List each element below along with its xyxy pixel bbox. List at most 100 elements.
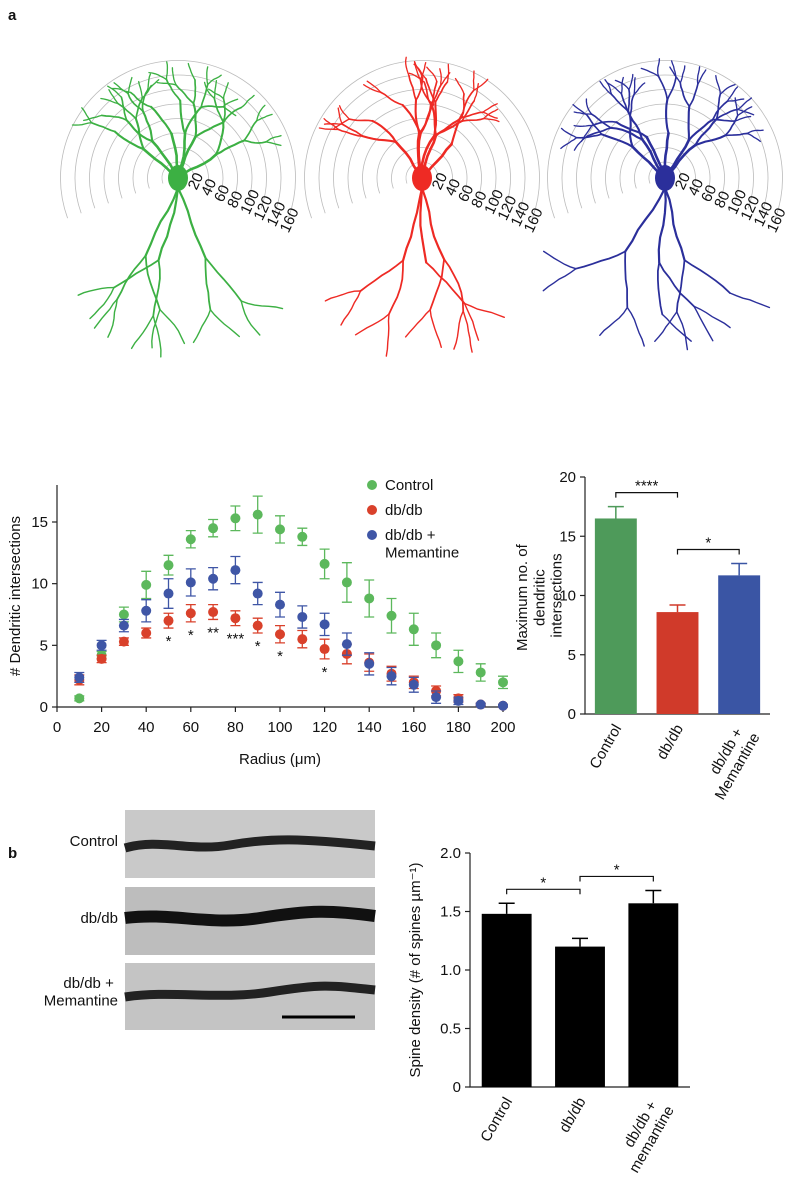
- dendrite: [669, 66, 681, 84]
- dendrite: [461, 117, 485, 122]
- data-point: [408, 624, 419, 635]
- dendrite: [614, 79, 630, 91]
- dendrite: [146, 79, 160, 91]
- dendrite: [116, 254, 147, 301]
- sholl-ring-label: 40: [198, 176, 220, 198]
- dendrite: [123, 835, 376, 853]
- dendrite: [633, 82, 646, 95]
- dendrite: [77, 286, 115, 296]
- dendrite: [152, 259, 161, 317]
- dendrite: [419, 78, 432, 104]
- dendrite: [81, 107, 92, 124]
- dendrite: [265, 135, 282, 143]
- data-point: [163, 588, 174, 599]
- x-tick-label: 160: [401, 719, 426, 736]
- dendrite: [183, 106, 203, 135]
- sholl-ring-label: 40: [685, 176, 707, 198]
- dendrite: [240, 300, 261, 336]
- dendrite: [463, 302, 480, 341]
- data-point: [252, 588, 263, 599]
- dendrite: [443, 258, 465, 312]
- dendrite: [107, 85, 123, 98]
- dendrite: [590, 113, 612, 129]
- data-point: [319, 558, 330, 569]
- significance-mark: *: [188, 627, 194, 644]
- data-point: [341, 639, 352, 650]
- y-tick-label: 15: [31, 514, 48, 531]
- dendrite: [575, 133, 603, 139]
- legend-marker: [367, 505, 377, 515]
- dendrite: [688, 83, 699, 108]
- dendrite: [117, 102, 137, 120]
- dendrite: [665, 98, 670, 135]
- dendrite: [124, 905, 376, 927]
- x-tick-label: db/db + memantine: [611, 1095, 678, 1176]
- dendrite: [696, 66, 701, 85]
- dendrite: [187, 62, 196, 81]
- significance-mark: **: [207, 624, 219, 641]
- x-tick-label: 20: [93, 719, 110, 736]
- dendrite: [385, 313, 390, 357]
- dendrite: [715, 93, 722, 120]
- dendrite: [124, 981, 376, 1002]
- data-point: [364, 658, 375, 669]
- soma: [168, 165, 188, 191]
- data-point: [319, 644, 330, 655]
- neuron-tracings: 2040608010012014016020406080100120140160…: [60, 56, 786, 358]
- dendrite: [207, 74, 222, 86]
- bar: [718, 575, 761, 714]
- data-point: [185, 534, 196, 545]
- dendrite: [127, 76, 133, 95]
- significance-label: *: [614, 861, 620, 878]
- dendrite: [439, 68, 442, 86]
- bar: [594, 518, 637, 714]
- significance-bracket: [676, 548, 740, 555]
- dendrite: [348, 118, 374, 122]
- dendrite: [454, 77, 465, 95]
- dendrite: [138, 80, 144, 99]
- dendrite: [683, 259, 731, 294]
- dendrite: [148, 71, 168, 81]
- dendrite: [405, 56, 410, 77]
- dendrite: [419, 62, 427, 81]
- dendrite: [207, 88, 225, 100]
- y-tick-label: 0: [568, 706, 576, 723]
- data-point: [141, 605, 152, 616]
- dendrite: [737, 108, 755, 116]
- y-tick-label: 10: [559, 588, 576, 605]
- dendrite: [371, 119, 397, 143]
- error-bar: [572, 937, 588, 947]
- soma: [655, 165, 675, 191]
- dendrite: [425, 77, 437, 104]
- sholl-ring: [376, 132, 468, 194]
- dendrite: [715, 75, 721, 95]
- dendrite: [113, 259, 160, 289]
- dendrite: [719, 83, 736, 95]
- data-point: [431, 640, 442, 651]
- y-tick-label: 1.5: [440, 904, 461, 921]
- dendrite: [213, 97, 225, 123]
- sholl-ring: [74, 74, 282, 214]
- data-point: [96, 640, 107, 651]
- data-point: [163, 615, 174, 626]
- error-bar: [669, 604, 686, 613]
- dendrite: [573, 124, 593, 127]
- dendrite: [243, 119, 258, 142]
- data-point: [453, 656, 464, 667]
- y-tick-label: 2.0: [440, 845, 461, 862]
- legend-marker: [367, 530, 377, 540]
- data-point: [230, 513, 241, 524]
- data-point: [74, 693, 85, 704]
- x-tick-label: Control: [586, 722, 625, 772]
- dendrite: [666, 77, 677, 101]
- y-axis-label: Maximum no. of dendritic intersections: [514, 540, 566, 651]
- dendrite: [697, 69, 707, 85]
- dendrite: [627, 110, 644, 141]
- dendrite: [606, 82, 623, 95]
- dendrite: [724, 132, 749, 137]
- sholl-ring: [147, 147, 209, 189]
- dendrite: [560, 137, 578, 150]
- dendrite: [256, 104, 266, 122]
- y-tick-label: 5: [40, 637, 48, 654]
- dendrite: [408, 74, 417, 101]
